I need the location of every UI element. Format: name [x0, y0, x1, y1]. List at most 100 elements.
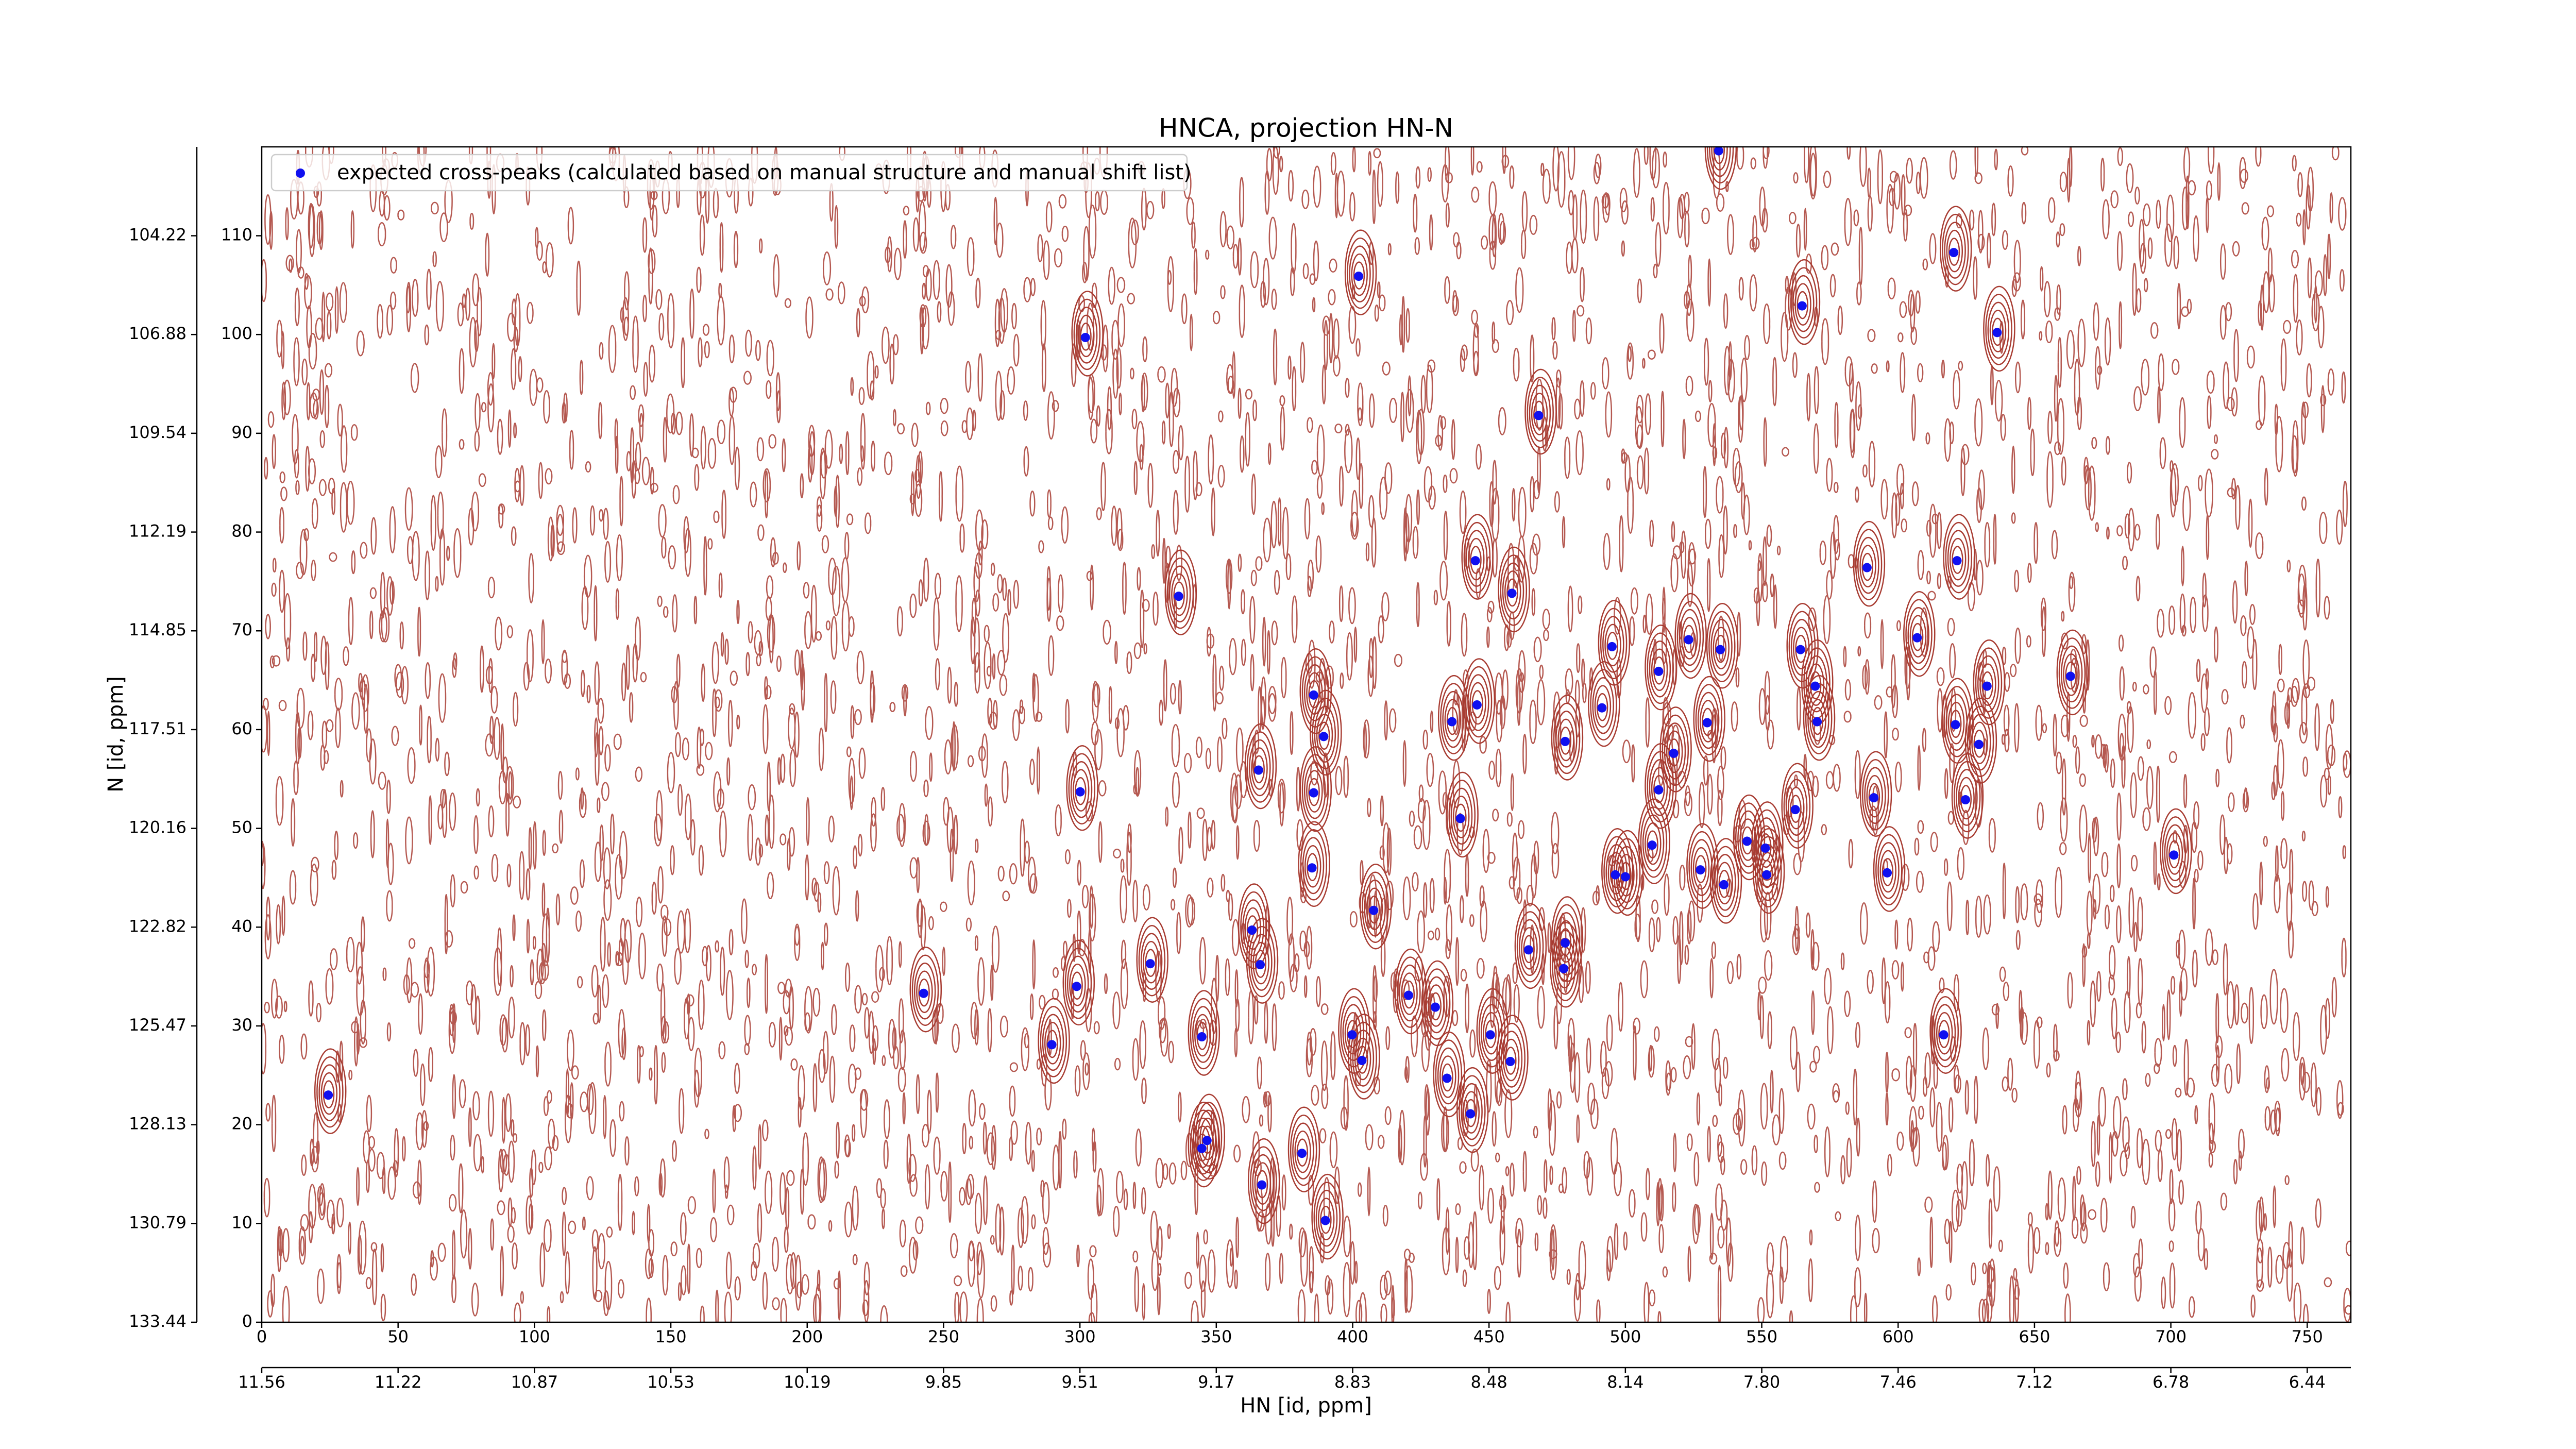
- y-tick-label: 40: [231, 916, 252, 936]
- cross-peak: [919, 988, 928, 998]
- cross-peak: [1309, 690, 1318, 700]
- cross-peak: [1447, 717, 1457, 727]
- cross-peak: [1072, 982, 1081, 991]
- cross-peak: [1505, 1056, 1515, 1066]
- cross-peak: [1960, 795, 1970, 805]
- cross-peak: [1797, 301, 1807, 311]
- cross-peak: [1472, 700, 1482, 710]
- cross-peak: [1309, 788, 1318, 798]
- y-ppm-tick-label: 117.51: [129, 719, 187, 738]
- y-tick-label: 70: [231, 620, 252, 639]
- x-ppm-tick-label: 6.44: [2289, 1372, 2326, 1392]
- y-ppm-tick-label: 106.88: [129, 324, 187, 343]
- y-tick-label: 30: [231, 1015, 252, 1035]
- cross-peak: [1714, 147, 1723, 156]
- x-ppm-tick-label: 6.78: [2153, 1372, 2189, 1392]
- cross-peak: [1560, 736, 1570, 746]
- cross-peak: [1611, 870, 1620, 880]
- x-ppm-tick-label: 11.22: [375, 1372, 422, 1392]
- cross-peak: [1719, 880, 1728, 889]
- cross-peak: [1247, 925, 1257, 935]
- cross-peak: [1669, 748, 1679, 758]
- x-tick-label: 250: [928, 1327, 959, 1346]
- x-ppm-tick-label: 8.14: [1607, 1372, 1643, 1392]
- cross-peak: [1197, 1143, 1207, 1153]
- cross-peak: [1319, 732, 1329, 742]
- x-ppm-tick-label: 9.51: [1061, 1372, 1098, 1392]
- cross-peak: [1684, 635, 1693, 645]
- cross-peak: [1597, 703, 1607, 713]
- cross-peak: [1256, 960, 1265, 970]
- cross-peak: [1347, 1030, 1357, 1040]
- cross-peak: [1320, 1216, 1330, 1225]
- y-ppm-tick-label: 104.22: [129, 225, 187, 245]
- cross-peak: [1257, 1180, 1267, 1190]
- x-ppm-tick-label: 9.17: [1198, 1372, 1234, 1392]
- cross-peak: [1559, 964, 1569, 973]
- cross-peak: [1607, 642, 1617, 651]
- cross-peak: [1202, 1136, 1212, 1145]
- x-tick-label: 50: [387, 1327, 409, 1346]
- cross-peak: [1654, 785, 1664, 795]
- cross-peak: [1080, 332, 1090, 342]
- cross-peak: [1430, 1002, 1440, 1012]
- cross-peak: [1992, 328, 2002, 338]
- cross-peak: [1883, 868, 1892, 878]
- cross-peak: [1470, 556, 1480, 566]
- x-ppm-tick-label: 8.83: [1334, 1372, 1371, 1392]
- y-ppm-tick-label: 114.85: [129, 620, 187, 639]
- x-ppm-tick-label: 11.56: [238, 1372, 285, 1392]
- chart-title: HNCA, projection HN-N: [1159, 113, 1453, 143]
- cross-peak: [1696, 865, 1705, 875]
- cross-peak: [1174, 592, 1183, 601]
- legend-label: expected cross-peaks (calculated based o…: [337, 161, 1192, 184]
- noise-contours: [262, 147, 2351, 1322]
- x-tick-label: 350: [1200, 1327, 1232, 1346]
- legend-marker: [296, 169, 305, 178]
- cross-peak: [1742, 836, 1752, 846]
- cross-peak: [1951, 720, 1960, 730]
- x-tick-label: 150: [655, 1327, 687, 1346]
- cross-peak: [1654, 666, 1664, 676]
- legend-box: [270, 154, 1188, 192]
- cross-peak: [1949, 248, 1959, 258]
- x-ppm-tick-label: 7.80: [1743, 1372, 1780, 1392]
- y-axis-label: N [id, ppm]: [104, 676, 128, 793]
- y-ppm-tick-label: 128.13: [129, 1114, 187, 1134]
- cross-peak: [1810, 681, 1820, 691]
- y-ppm-tick-label: 120.16: [129, 818, 187, 837]
- x-ppm-tick-label: 10.19: [784, 1372, 831, 1392]
- cross-peak: [1369, 905, 1379, 915]
- cross-peak: [2065, 671, 2075, 681]
- plot-frame: [261, 146, 2352, 1323]
- x-ppm-tick-label: 7.46: [1880, 1372, 1917, 1392]
- y-ppm-tick-label: 125.47: [129, 1015, 187, 1035]
- x-tick-label: 100: [519, 1327, 550, 1346]
- cross-peak: [1075, 787, 1085, 797]
- y-tick-label: 90: [231, 423, 252, 442]
- y-tick-label: 110: [221, 225, 252, 245]
- cross-peak: [1404, 990, 1414, 1000]
- x-ppm-tick-label: 10.53: [647, 1372, 694, 1392]
- y-tick-label: 10: [231, 1212, 252, 1232]
- cross-peak: [1812, 717, 1822, 727]
- cross-peak: [2169, 850, 2179, 860]
- x-tick-label: 700: [2155, 1327, 2187, 1346]
- y-ppm-tick-label: 109.54: [129, 423, 187, 442]
- cross-peak: [1047, 1040, 1057, 1050]
- y-ppm-tick-label: 112.19: [129, 521, 187, 541]
- cross-peak: [1912, 633, 1922, 643]
- x-tick-label: 650: [2019, 1327, 2050, 1346]
- x-tick-label: 300: [1064, 1327, 1096, 1346]
- peak-contours: [314, 147, 2192, 1260]
- cross-peak: [1534, 411, 1544, 420]
- cross-peak: [1620, 872, 1630, 882]
- y-tick-label: 0: [242, 1311, 252, 1331]
- x-tick-label: 600: [1883, 1327, 1914, 1346]
- cross-peak: [1297, 1149, 1307, 1158]
- x-tick-label: 750: [2292, 1327, 2323, 1346]
- cross-peak: [1442, 1073, 1452, 1083]
- y-tick-label: 50: [231, 818, 252, 837]
- y-tick-label: 80: [231, 521, 252, 541]
- cross-peak: [324, 1090, 333, 1100]
